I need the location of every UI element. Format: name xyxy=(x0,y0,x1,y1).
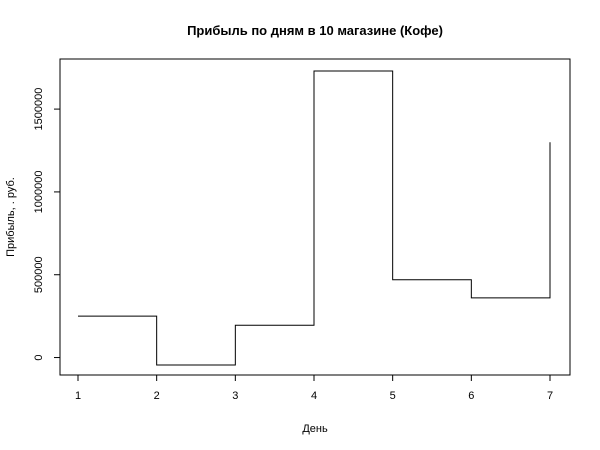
series-layer xyxy=(78,70,551,366)
x-tick-label: 3 xyxy=(232,390,238,402)
x-axis: 1 2 3 4 5 6 7 xyxy=(75,374,553,402)
y-tick-label: 1000000 xyxy=(33,170,45,213)
plot-frame xyxy=(59,58,571,376)
x-tick-label: 6 xyxy=(468,390,474,402)
x-axis-label: День xyxy=(302,423,328,435)
y-axis: 0 500000 1000000 1500000 xyxy=(33,88,61,361)
chart-title: Прибыль по дням в 10 магазине (Кофе) xyxy=(187,23,443,38)
x-tick-label: 5 xyxy=(390,390,396,402)
x-tick-label: 2 xyxy=(154,390,160,402)
x-tick-label: 1 xyxy=(75,390,81,402)
y-axis-label: Прибыль, . руб. xyxy=(5,177,17,257)
x-tick-label: 4 xyxy=(311,390,317,402)
y-tick-label: 1500000 xyxy=(33,88,45,131)
y-tick-label: 500000 xyxy=(33,256,45,293)
series-step-line xyxy=(78,70,551,366)
x-tick-label: 7 xyxy=(547,390,553,402)
y-tick-label: 0 xyxy=(33,354,45,360)
